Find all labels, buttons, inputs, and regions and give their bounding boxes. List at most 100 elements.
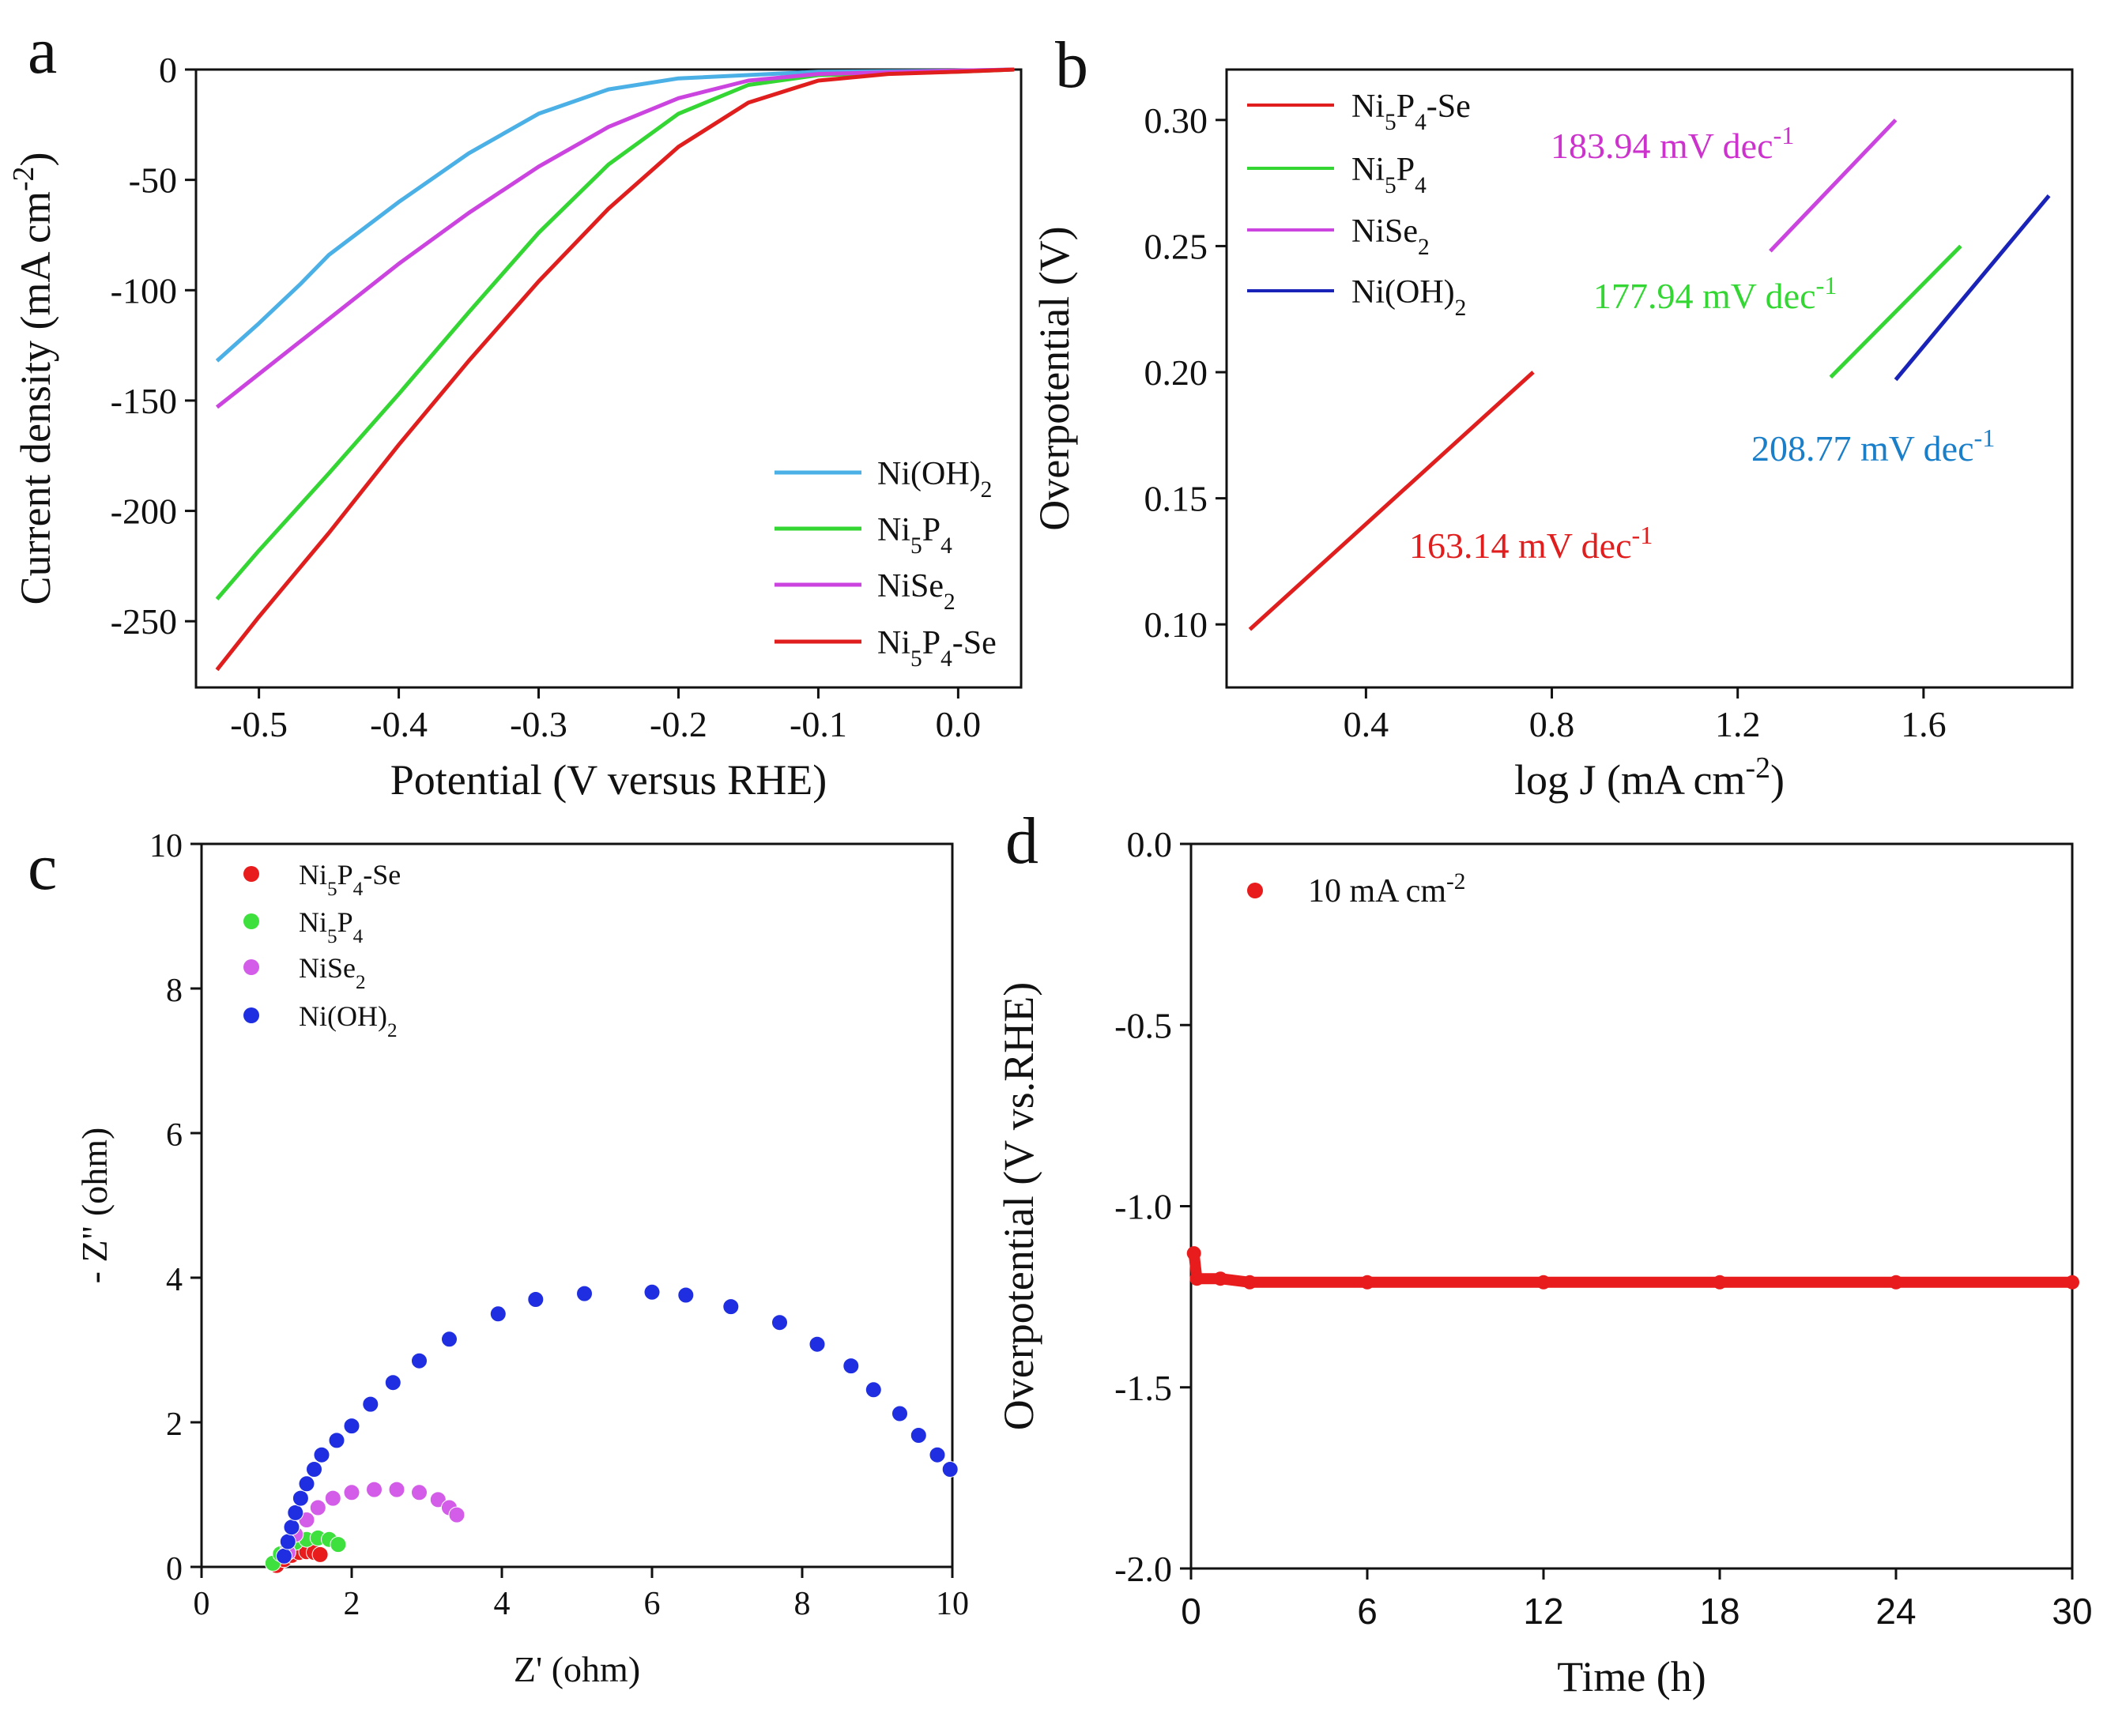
x-tick-label: 0.8 xyxy=(1529,704,1575,744)
text-run: -50 xyxy=(129,160,177,201)
text-run: 4 xyxy=(494,1586,511,1622)
x-tick-label: -0.1 xyxy=(790,704,847,744)
text-run: 6 xyxy=(166,1117,183,1154)
subscript: 5 xyxy=(327,879,337,900)
data-point-Ni(OH)2 xyxy=(313,1446,330,1463)
text-run: 0.10 xyxy=(1144,604,1208,645)
text-run: P xyxy=(337,859,353,891)
text-run: -Se xyxy=(952,625,997,661)
text-run: 8 xyxy=(166,973,183,1009)
subscript: 2 xyxy=(1455,296,1467,321)
legend-label: Ni(OH)2 xyxy=(1351,274,1466,321)
data-point-Ni(OH)2 xyxy=(771,1314,788,1331)
data-point-Ni(OH)2 xyxy=(722,1298,740,1316)
legend-label: NiSe2 xyxy=(877,568,956,615)
data-point-Ni(OH)2 xyxy=(343,1418,360,1435)
y-tick-label: -100 xyxy=(111,270,177,311)
data-point-Ni(OH)2 xyxy=(292,1489,309,1507)
slope-annotation: 177.94 mV dec-1 xyxy=(1593,271,1837,316)
x-tick-label: 0.0 xyxy=(936,704,982,744)
y-tick-label: -250 xyxy=(111,601,177,642)
text-run: 24 xyxy=(1875,1591,1916,1632)
y-tick-label: 10 xyxy=(149,828,183,864)
y-tick-label: 0 xyxy=(159,50,177,90)
text-run: NiSe xyxy=(877,568,944,604)
plot-frame xyxy=(1225,68,2074,689)
data-point-Ni(OH)2 xyxy=(929,1446,946,1463)
series-trace xyxy=(1188,1252,2072,1288)
y-axis-label: - Z" (ohm) xyxy=(74,1128,115,1284)
legend-label: NiSe2 xyxy=(299,952,366,993)
slope-annotation: 183.94 mV dec-1 xyxy=(1551,121,1794,166)
text-run: 1.6 xyxy=(1901,704,1947,744)
y-axis-label: Overpotential (V vs.RHE) xyxy=(995,982,1042,1430)
data-point xyxy=(1713,1275,1727,1290)
data-point-Ni(OH)2 xyxy=(808,1335,826,1353)
text-run: 30 xyxy=(2052,1591,2092,1632)
data-point-Ni(OH)2 xyxy=(489,1305,507,1323)
text-run: -Se xyxy=(363,859,401,891)
text-run: 0.20 xyxy=(1144,352,1208,393)
subscript: 4 xyxy=(353,879,364,900)
data-point-Ni(OH)2 xyxy=(576,1285,593,1302)
text-run: Z' (ohm) xyxy=(514,1649,640,1689)
text-run: Overpotential (V) xyxy=(1031,226,1078,530)
text-run: 10 xyxy=(936,1586,969,1622)
text-run: 163.14 mV dec xyxy=(1409,525,1632,566)
panel-a: a -0.5 -0.4 -0.3 -0.2 -0.1 0.0 0 -50 -100 -150 -200… xyxy=(7,14,1023,804)
text-run: a xyxy=(28,14,57,88)
text-run: Time (h) xyxy=(1557,1653,1706,1700)
data-point-Ni(OH)2 xyxy=(411,1352,428,1369)
subscript: 4 xyxy=(353,926,364,947)
legend-label: Ni5P4 xyxy=(299,906,364,947)
data-point-Ni(OH)2 xyxy=(276,1547,292,1565)
y-axis-label: Current density (mA cm-2) xyxy=(7,153,59,605)
x-tick-label: 6 xyxy=(1357,1591,1378,1632)
x-tick-label: 8 xyxy=(794,1586,811,1622)
x-axis-label: Time (h) xyxy=(1557,1653,1706,1700)
y-tick-label: 4 xyxy=(166,1262,183,1298)
data-point xyxy=(1189,1271,1204,1286)
legend-marker xyxy=(243,913,259,929)
text-run: Potential (V versus RHE) xyxy=(390,756,827,804)
subscript: 4 xyxy=(1415,173,1427,198)
x-tick-label: -0.5 xyxy=(230,704,288,744)
y-tick-label: -1.0 xyxy=(1114,1187,1172,1227)
panel-d: d 0 6 12 18 24 30 0.0 -0.5 -1.0 -1.5 -2.0 Time (h) Ov… xyxy=(995,804,2093,1700)
text-run: 0.30 xyxy=(1144,100,1208,141)
legend-label: Ni5P4-Se xyxy=(877,625,997,672)
subscript: 2 xyxy=(387,1020,398,1041)
text-run: 183.94 mV dec xyxy=(1551,126,1773,166)
data-point-Ni(OH)2 xyxy=(384,1374,401,1391)
text-run: Ni(OH) xyxy=(1351,274,1455,311)
text-run: -0.4 xyxy=(370,704,428,744)
data-point xyxy=(1242,1275,1257,1290)
y-tick-label: 0 xyxy=(166,1551,183,1587)
text-run: 10 xyxy=(149,828,183,864)
data-point-Ni5P4-Se xyxy=(311,1546,329,1563)
text-run: -0.1 xyxy=(790,704,847,744)
x-tick-label: 30 xyxy=(2052,1591,2092,1632)
y-tick-label: 0.20 xyxy=(1144,352,1208,393)
subscript: 5 xyxy=(910,533,922,559)
text-run: 0 xyxy=(159,50,177,90)
slope-annotation: 208.77 mV dec-1 xyxy=(1751,424,1995,469)
y-tick-label: 8 xyxy=(166,973,183,1009)
legend-marker xyxy=(243,959,259,975)
data-point-Ni5P4 xyxy=(330,1536,347,1553)
data-point xyxy=(1536,1275,1551,1290)
subscript: 2 xyxy=(1418,235,1430,260)
data-point-Ni(OH)2 xyxy=(643,1283,661,1301)
data-point-Ni(OH)2 xyxy=(527,1291,545,1308)
legend-label: Ni5P4-Se xyxy=(299,859,401,900)
text-run: -2.0 xyxy=(1114,1549,1172,1589)
series-line-Ni5P4 xyxy=(1829,244,1962,379)
text-run: P xyxy=(1396,88,1415,125)
data-point-NiSe2 xyxy=(343,1484,360,1501)
legend-label: Ni5P4-Se xyxy=(1351,88,1471,135)
series-line-Ni5P4-Se xyxy=(1248,371,1535,631)
text-run: Ni xyxy=(299,906,327,938)
text-run: Ni xyxy=(299,859,327,891)
subscript: 2 xyxy=(356,972,366,993)
text-run: Ni(OH) xyxy=(877,456,981,492)
